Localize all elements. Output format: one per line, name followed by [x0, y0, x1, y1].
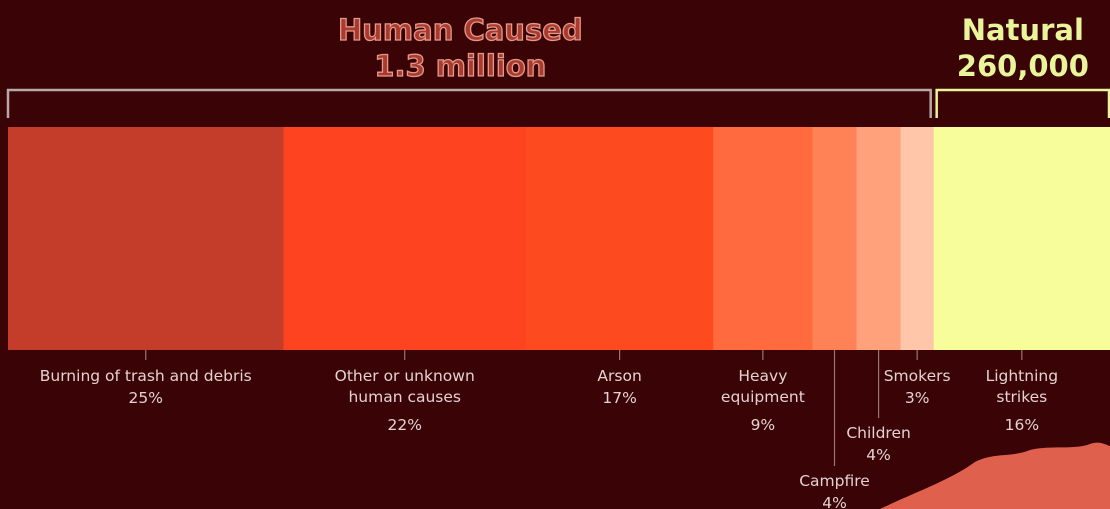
category-label: Campfire 4% — [785, 471, 885, 509]
bar-segment — [525, 127, 714, 350]
bar-segment — [933, 127, 1110, 350]
bar-segment — [812, 127, 858, 350]
value-label: 25% — [128, 389, 163, 407]
value-label: 4% — [822, 494, 847, 509]
group-bracket — [935, 88, 1110, 118]
category-label: Children 4% — [829, 423, 929, 466]
value-label: 16% — [1004, 416, 1040, 434]
value-label: 22% — [387, 416, 422, 434]
category-name: Arson — [597, 367, 642, 385]
group-name: Natural — [961, 13, 1084, 47]
bar-segment — [8, 127, 284, 350]
group-total: 260,000 — [956, 49, 1089, 83]
value-label: 17% — [602, 389, 637, 407]
group-total: 1.3 million — [374, 48, 547, 83]
category-name: Campfire — [799, 472, 870, 490]
category-label: Heavy equipment 9% — [708, 366, 818, 436]
value-label: 4% — [866, 446, 891, 464]
value-label: 3% — [904, 389, 930, 407]
bar-segment — [900, 127, 935, 350]
value-label: 9% — [750, 416, 776, 434]
bar-segment — [713, 127, 813, 350]
category-name: Burning of trash and debris — [39, 367, 252, 385]
group-name: Human Caused — [337, 12, 583, 47]
decor-blob — [880, 442, 1110, 509]
category-name: Smokers — [883, 367, 951, 385]
category-label: Smokers 3% — [867, 366, 967, 409]
category-label: Arson 17% — [560, 366, 680, 409]
group-heading: Natural 260,000 — [957, 12, 1089, 84]
category-label: Other or unknown human causes 22% — [310, 366, 500, 436]
group-bracket — [6, 88, 932, 118]
category-label: Burning of trash and debris 25% — [11, 366, 281, 409]
group-heading: Human Caused 1.3 million — [337, 12, 583, 84]
category-name: Other or unknown human causes — [334, 367, 475, 406]
category-name: Children — [846, 424, 911, 442]
bar-segment — [856, 127, 902, 350]
category-label: Lightning strikes 16% — [972, 366, 1072, 436]
bar-segment — [283, 127, 527, 350]
category-name: Heavy equipment — [720, 367, 805, 406]
category-name: Lightning strikes — [985, 367, 1059, 406]
